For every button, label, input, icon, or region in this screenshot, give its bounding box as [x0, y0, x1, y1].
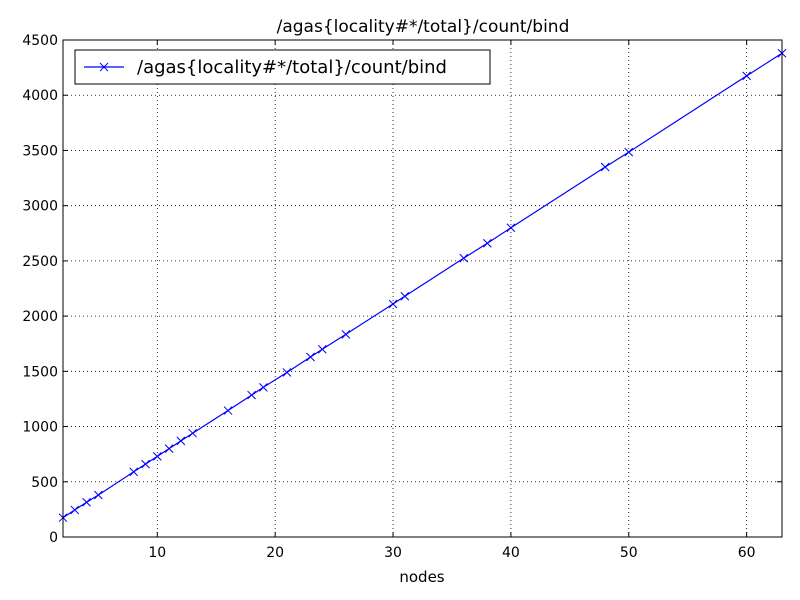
y-tick-label: 2500	[22, 254, 58, 270]
data-point-marker	[247, 390, 256, 400]
y-tick-labels: 0 500 1000 1500 2000 2500 3000 3500 4000 4500	[22, 33, 58, 546]
x-tick-labels: 10 20 30 40 50 60	[148, 545, 755, 561]
y-tick-label: 4000	[22, 88, 58, 104]
grid	[63, 40, 782, 537]
data-point-marker	[317, 344, 327, 354]
data-point-marker	[223, 406, 233, 415]
series-line	[62, 52, 783, 519]
legend-marker	[99, 62, 109, 72]
x-tick-label: 30	[384, 545, 402, 561]
x-tick-label: 20	[266, 545, 284, 561]
data-point-marker	[282, 368, 292, 377]
data-point-marker	[506, 223, 516, 233]
data-point-marker	[400, 291, 410, 301]
legend: /agas{locality#*/total}/count/bind	[74, 49, 491, 85]
chart-title: /agas{locality#*/total}/count/bind	[277, 17, 570, 37]
x-tick-label: 10	[148, 545, 166, 561]
data-point-marker	[164, 444, 174, 453]
data-point-marker	[459, 253, 469, 263]
ticks	[63, 39, 782, 538]
series-layer	[58, 48, 787, 523]
y-tick-label: 0	[49, 530, 58, 546]
data-point-marker	[129, 467, 139, 477]
x-tick-label: 40	[502, 545, 520, 561]
data-point-marker	[94, 490, 103, 500]
data-point-marker	[188, 428, 198, 438]
data-point-marker	[600, 162, 610, 172]
data-point-marker	[388, 299, 398, 309]
data-point-marker	[341, 329, 351, 339]
data-point-marker	[176, 436, 186, 446]
data-point-marker	[624, 147, 634, 157]
y-tick-label: 3500	[22, 143, 58, 159]
plot-frame	[62, 39, 783, 538]
y-tick-label: 1000	[22, 420, 58, 436]
legend-frame	[74, 49, 491, 85]
x-tick-label: 50	[620, 545, 638, 561]
y-tick-label: 3000	[22, 199, 58, 215]
data-point-marker	[306, 352, 315, 362]
y-tick-label: 1500	[22, 364, 58, 380]
data-point-marker	[141, 459, 150, 469]
data-point-marker	[259, 382, 268, 392]
x-axis-title: nodes	[399, 568, 444, 586]
y-tick-label: 2000	[22, 309, 58, 325]
y-tick-label: 4500	[22, 33, 58, 49]
y-tick-label: 500	[31, 475, 58, 491]
data-point-marker	[482, 238, 492, 248]
legend-x-marker	[99, 62, 109, 72]
legend-label: /agas{locality#*/total}/count/bind	[137, 57, 447, 78]
data-point-marker	[82, 497, 91, 507]
data-point-marker	[70, 505, 80, 515]
data-point-marker	[742, 71, 751, 81]
data-point-marker	[152, 452, 162, 461]
x-tick-label: 60	[738, 545, 756, 561]
